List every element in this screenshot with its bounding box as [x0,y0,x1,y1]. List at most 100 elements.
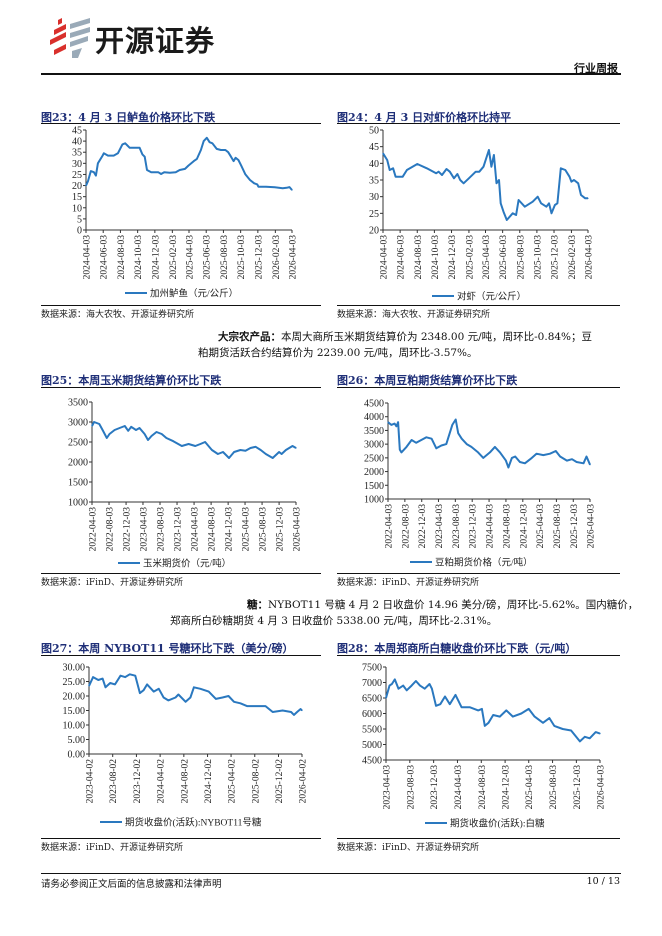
paragraph-grains-line1: 本周大商所玉米期货结算价为 2348.00 元/吨，周环比-0.84%；豆 [281,331,593,343]
data-point [172,440,174,442]
y-tick-label: 1000 [68,498,88,509]
data-point [206,137,208,139]
data-point [196,158,198,160]
x-tick-label: 2025-02-03 [169,235,179,280]
data-point [461,706,463,708]
data-point [582,462,585,464]
data-point [139,692,141,694]
data-point [135,429,137,431]
data-point [415,680,417,682]
paragraph-sugar: 糖：NYBOT11 号糖 4 月 2 日收盘价 14.96 美分/磅，周环比-5… [247,597,638,613]
data-point [103,152,105,154]
data-point [124,142,126,144]
x-tick-label: 2025-08-03 [553,504,563,549]
figure-26-bottom-rule [337,573,620,575]
x-tick-label: 2024-08-03 [414,235,424,280]
paragraph-grains-lead: 大宗农产品： [218,331,281,343]
data-point [211,142,213,144]
y-tick-label: 2500 [364,453,384,464]
x-tick-label: 2024-12-03 [225,507,235,552]
data-point [391,683,393,685]
data-point [255,446,257,448]
data-point [272,457,274,459]
chart-figure-24: 20 25 30 35 40 45 50 2024-04-03 2024-06-03 2024-0… [369,126,595,303]
data-point [487,722,490,724]
data-point [459,179,461,181]
data-point [456,173,458,175]
y-tick-label: 20.00 [63,692,86,703]
data-point [179,169,181,171]
data-point [265,453,267,455]
figure-23-title: 图23：4 月 3 日鲈鱼价格环比下跌 [41,111,216,124]
figure-27-bottom-rule [41,838,321,840]
data-point [133,147,135,149]
x-tick-label: 2024-12-03 [448,235,458,280]
data-point [595,731,597,733]
data-point [181,445,183,447]
data-point [402,176,404,178]
data-point [239,449,241,451]
data-point [163,171,165,173]
data-point [293,714,295,716]
data-point [548,717,551,719]
y-tick-label: 30.00 [63,663,86,674]
data-point [482,457,484,459]
data-point [301,709,303,712]
data-point [107,155,109,157]
data-point [257,186,259,188]
brand-name: 开源证券 [95,24,216,58]
series-line [382,149,588,221]
data-point [537,196,539,198]
figure-27-top-rule [41,655,321,657]
data-point [556,202,559,204]
x-tick-label: 2023-12-03 [469,504,479,549]
data-point [389,169,391,171]
data-point [399,449,401,451]
x-tick-label: 2024-10-03 [134,235,144,280]
y-tick-label: 5500 [362,725,382,736]
data-point [468,177,470,179]
data-point [424,688,426,690]
data-point [295,447,297,449]
data-point [150,171,152,173]
x-tick-label: 2025-08-03 [220,235,230,280]
data-point [451,424,453,426]
x-tick-label: 2026-02-03 [568,235,578,280]
data-point [253,182,255,184]
data-point [244,450,247,452]
data-point [158,688,160,690]
data-point [431,438,433,440]
data-point [505,460,507,462]
x-tick-label: 2024-08-03 [208,507,218,552]
data-point [167,699,169,702]
chart-figure-27: 0.00 5.00 10.00 15.00 20.00 25.00 30.00 2023-04… [63,663,309,829]
data-point [397,688,400,690]
data-point [542,454,544,456]
data-point [200,149,202,151]
y-tick-label: 40 [72,137,82,148]
data-point [584,736,586,738]
data-point [203,140,205,142]
x-tick-label: 2024-12-03 [151,235,161,280]
data-point [475,171,477,173]
data-point [193,160,195,162]
x-tick-label: 2025-12-03 [276,507,286,552]
y-tick-label: 1000 [364,495,384,506]
data-point [514,455,516,458]
y-tick-label: 0 [77,226,82,237]
y-tick-label: 10.00 [63,721,86,732]
data-point [392,167,394,169]
data-point [97,162,99,164]
data-point [570,181,573,183]
x-tick-label: 2022-12-03 [123,507,133,552]
x-tick-label: 2024-12-03 [502,765,512,810]
chart-figure-28: 4500 5000 5500 6000 6500 7000 7500 2023-04-03 20… [362,663,607,830]
series-line [88,673,303,716]
data-point [119,427,121,429]
data-point [502,211,505,213]
y-tick-label: 15 [72,192,82,203]
data-point [500,202,502,204]
data-point [512,212,514,214]
figure-28-title: 图28：本周郑商所白糖收盘价环比下跌（元/吨） [337,642,577,655]
series-line [91,421,297,459]
